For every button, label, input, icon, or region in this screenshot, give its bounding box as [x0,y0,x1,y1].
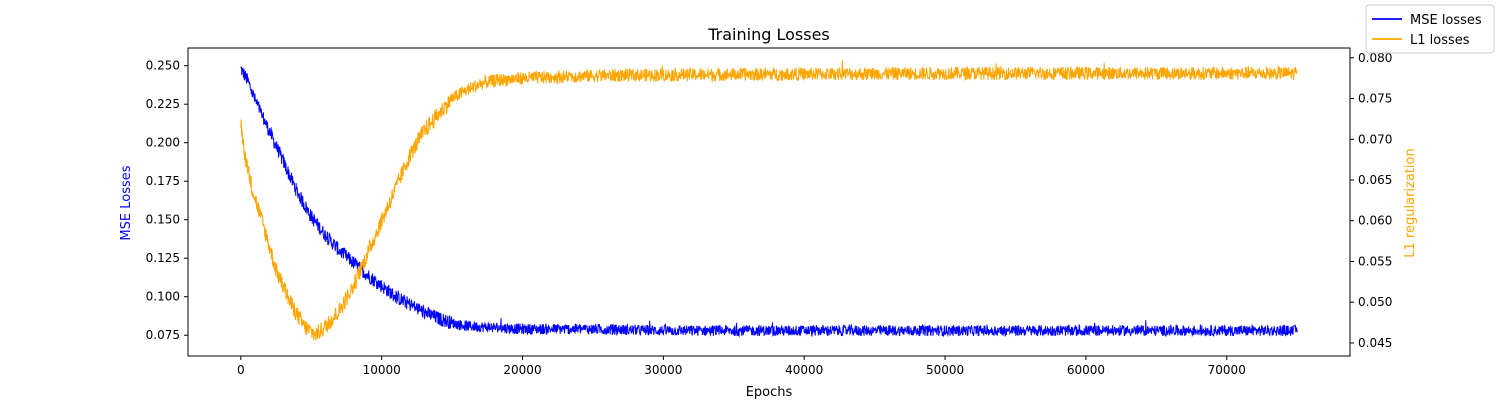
y-right-tick-label: 0.050 [1358,295,1392,309]
y-right-tick-label: 0.075 [1358,92,1392,106]
y-right-tick-label: 0.060 [1358,214,1392,228]
x-tick-label: 60000 [1067,363,1105,377]
legend-box [1365,4,1495,54]
y-right-tick-label: 0.080 [1358,51,1392,65]
legend-label-l1: L1 losses [1410,33,1470,48]
series-line-mse [240,66,1298,338]
y-right-tick-label: 0.065 [1358,173,1392,187]
y-right-tick-label: 0.055 [1358,254,1392,268]
y-left-tick-label: 0.125 [146,251,180,265]
legend-label-mse: MSE losses [1410,13,1482,28]
y-right-tick-label: 0.045 [1358,336,1392,350]
x-axis-label: Epochs [746,385,793,400]
x-tick-label: 10000 [363,363,401,377]
series-line-l1 [240,60,1298,341]
y-axis-left-label: MSE Losses [119,165,134,240]
legend: MSE losses L1 losses [1365,4,1495,54]
plot-frame [187,47,1351,357]
x-tick-label: 20000 [503,363,541,377]
y-left-tick-label: 0.075 [146,328,180,342]
x-tick-label: 40000 [785,363,823,377]
chart-title: Training Losses [707,25,830,44]
y-axis-right-label: L1 regularization [1403,148,1418,257]
y-left-tick-label: 0.175 [146,174,180,188]
x-tick-label: 30000 [644,363,682,377]
y-left-tick-label: 0.150 [146,213,180,227]
y-left-tick-label: 0.250 [146,59,180,73]
series-layer [240,60,1298,341]
y-right-tick-label: 0.070 [1358,132,1392,146]
y-left-tick-label: 0.225 [146,97,180,111]
x-tick-label: 70000 [1208,363,1246,377]
y-left-tick-label: 0.200 [146,136,180,150]
x-tick-label: 50000 [926,363,964,377]
axes-layer: 0 10000 20000 30000 40000 50000 60000 70000 0.07… [146,47,1392,377]
y-left-tick-label: 0.100 [146,290,180,304]
x-tick-label: 0 [237,363,245,377]
